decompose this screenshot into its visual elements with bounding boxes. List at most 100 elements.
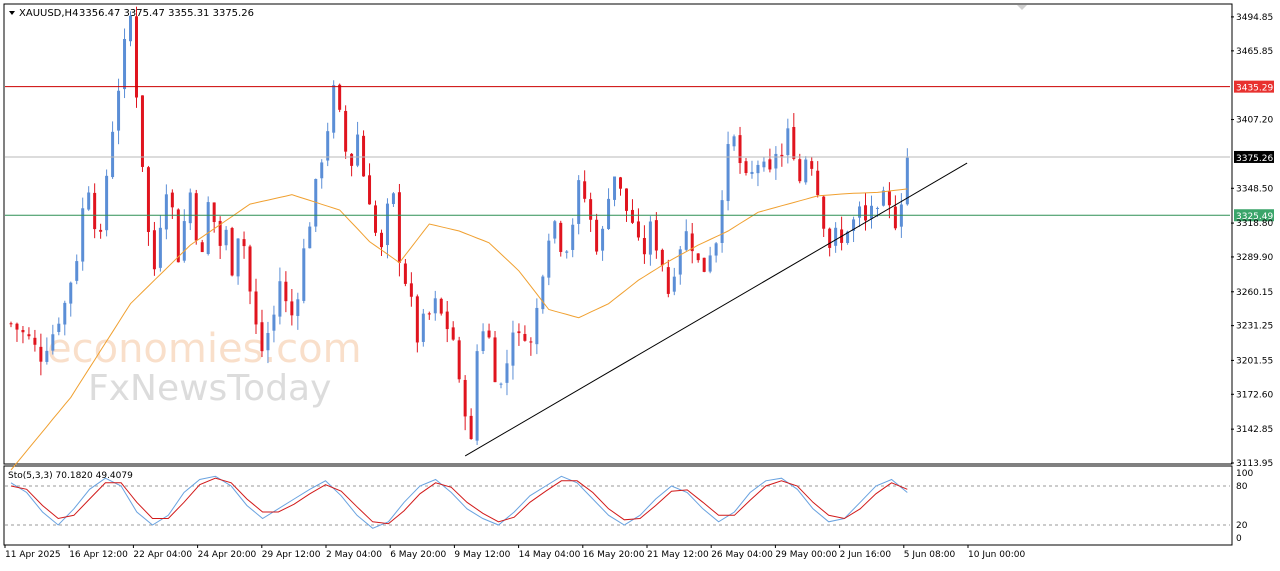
candle-body <box>140 95 144 167</box>
resistance-price-tag <box>1234 80 1274 93</box>
candle-body <box>152 230 156 270</box>
candle-body <box>272 314 276 331</box>
candle-body <box>134 16 138 98</box>
candle-body <box>666 267 670 294</box>
stoch-axis-label: 0 <box>1236 534 1242 544</box>
candle-body <box>57 323 61 332</box>
candle-body <box>51 334 55 351</box>
candle-body <box>702 257 706 272</box>
candle-body <box>224 229 228 246</box>
ascending-trendline[interactable] <box>464 162 968 457</box>
candle-body <box>822 196 826 229</box>
panel-collapse-icon[interactable] <box>1017 5 1027 10</box>
candle-body <box>75 261 79 281</box>
time-axis-label: 26 May 04:00 <box>711 550 773 560</box>
price-axis-label: 3113.95 <box>1236 459 1273 469</box>
candle-body <box>260 322 264 352</box>
candle-body <box>834 227 838 246</box>
time-axis-label: 21 May 12:00 <box>647 550 709 560</box>
candle-body <box>421 313 425 342</box>
candle-body <box>792 126 796 159</box>
candle-body <box>810 161 814 169</box>
candle-body <box>415 296 419 343</box>
candle-body <box>535 307 539 345</box>
candle-body <box>553 221 557 239</box>
price-axis-label: 3465.85 <box>1236 47 1273 57</box>
stoch-signal-line <box>10 477 908 525</box>
candle-body <box>403 263 407 284</box>
candle-body <box>182 221 186 261</box>
candle-body <box>457 340 461 380</box>
candle-body <box>296 299 300 316</box>
candle-body <box>385 203 389 246</box>
time-axis-label: 16 May 20:00 <box>583 550 645 560</box>
candle-body <box>493 337 497 383</box>
price-axis-label: 3407.20 <box>1236 116 1273 126</box>
stoch-axis-label: 100 <box>1236 469 1253 479</box>
candle-body <box>290 301 294 316</box>
candle-body <box>565 251 569 253</box>
candle-body <box>869 205 873 219</box>
candle-body <box>439 298 443 314</box>
candle-body <box>720 200 724 243</box>
candle-body <box>332 85 336 133</box>
candle-body <box>577 180 581 224</box>
price-axis-label: 3318.80 <box>1236 219 1273 229</box>
candle-body <box>212 202 216 223</box>
candle-body <box>547 240 551 278</box>
candle-body <box>529 341 533 343</box>
candle-body <box>499 383 503 385</box>
candle-body <box>505 363 509 383</box>
candle-body <box>696 253 700 261</box>
price-axis-label: 3260.15 <box>1236 288 1273 298</box>
candle-body <box>905 157 909 205</box>
candle-body <box>21 329 25 333</box>
candle-body <box>99 229 103 232</box>
candle-body <box>762 161 766 168</box>
candle-body <box>15 323 19 330</box>
candle-body <box>732 136 736 147</box>
candle-body <box>81 208 85 262</box>
price-axis-label: 3289.90 <box>1236 253 1273 263</box>
candle-body <box>105 175 109 231</box>
time-axis-label: 24 Apr 20:00 <box>198 550 257 560</box>
candle-body <box>858 206 862 218</box>
candle-body <box>320 162 324 179</box>
symbol-dropdown-icon[interactable] <box>9 11 15 15</box>
candle-body <box>164 194 168 230</box>
time-axis-label: 22 Apr 04:00 <box>133 550 192 560</box>
watermark-economies: economies.com <box>47 326 362 372</box>
time-axis-label: 14 May 04:00 <box>519 550 581 560</box>
candle-body <box>206 202 210 254</box>
candle-body <box>750 171 754 174</box>
candle-body <box>362 135 366 177</box>
candle-body <box>642 237 646 255</box>
candle-body <box>218 220 222 246</box>
candle-body <box>893 206 897 229</box>
candle-body <box>541 276 545 310</box>
time-axis-label: 11 Apr 2025 <box>5 550 61 560</box>
candle-body <box>356 134 360 166</box>
candle-body <box>27 334 31 337</box>
candle-body <box>391 193 395 205</box>
candle-body <box>738 135 742 164</box>
candle-body <box>379 232 383 248</box>
candle-body <box>559 222 563 252</box>
candle-body <box>678 249 682 275</box>
candle-body <box>595 219 599 252</box>
candle-body <box>117 90 121 131</box>
candle-body <box>87 192 91 210</box>
candle-body <box>828 228 832 248</box>
candle-body <box>284 281 288 302</box>
candle-body <box>368 175 372 205</box>
candle-body <box>636 221 640 238</box>
symbol-label: XAUUSD,H4 <box>19 8 78 19</box>
time-axis-label: 29 Apr 12:00 <box>262 550 321 560</box>
resistance-price-label: 3435.29 <box>1236 84 1273 94</box>
time-axis-label: 9 May 12:00 <box>454 550 510 560</box>
candle-body <box>487 330 491 338</box>
candle-body <box>816 170 820 196</box>
time-axis-label: 10 Jun 00:00 <box>968 550 1025 560</box>
